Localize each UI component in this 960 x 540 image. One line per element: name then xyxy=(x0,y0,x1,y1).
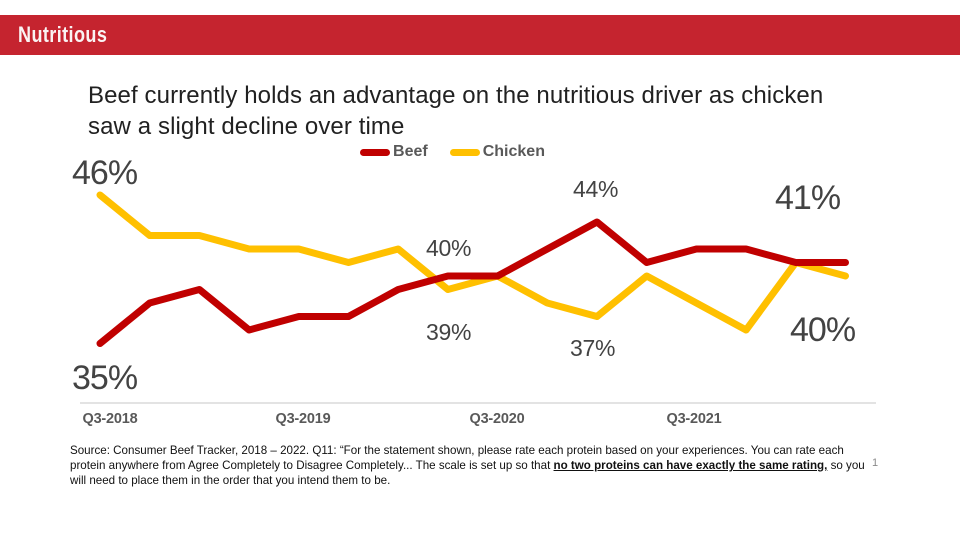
chart-legend: Beef Chicken xyxy=(0,143,905,161)
header-title: Nutritious xyxy=(18,22,108,47)
legend-label-chicken: Chicken xyxy=(482,143,545,160)
x-axis-label-q3-2020: Q3-2020 xyxy=(469,411,525,427)
data-label-beef-q2-2022: 41% xyxy=(775,179,841,217)
data-label-beef-q2-2020: 40% xyxy=(426,235,472,261)
slide-title-line2: saw a slight decline over time xyxy=(88,113,405,140)
data-label-beef-q1-2021: 44% xyxy=(573,176,619,202)
source-text-post: so you will need to place them in the or… xyxy=(70,459,865,488)
slide-title: Beef currently holds an advantage on the… xyxy=(88,80,888,142)
source-text-pre: Source: Consumer Beef Tracker, 2018 – 20… xyxy=(70,444,844,473)
x-axis-label-q3-2018: Q3-2018 xyxy=(82,411,138,427)
data-label-beef-q3-2018: 35% xyxy=(72,359,138,397)
source-note: Source: Consumer Beef Tracker, 2018 – 20… xyxy=(70,443,882,489)
source-text-emphasis: no two proteins can have exactly the sam… xyxy=(553,459,828,473)
slide-title-line1: Beef currently holds an advantage on the… xyxy=(88,82,824,109)
header-bar: Nutritious xyxy=(0,15,960,55)
series-line-beef xyxy=(96,218,849,347)
data-label-chicken-q2-2022: 40% xyxy=(790,311,856,349)
beef-line-swatch xyxy=(360,148,391,156)
chicken-line-swatch xyxy=(449,148,480,156)
legend-label-beef: Beef xyxy=(393,143,428,160)
series-line-chicken xyxy=(96,191,849,334)
legend-item-beef: Beef xyxy=(360,143,428,161)
page-number: 1 xyxy=(872,457,879,469)
x-axis-label-q3-2019: Q3-2019 xyxy=(275,411,331,427)
data-label-chicken-q1-2021: 37% xyxy=(570,335,616,361)
data-label-chicken-q3-2018: 46% xyxy=(72,154,138,192)
data-label-chicken-q2-2020: 39% xyxy=(426,319,472,345)
x-axis-label-q3-2021: Q3-2021 xyxy=(666,411,722,427)
legend-item-chicken: Chicken xyxy=(449,143,545,161)
